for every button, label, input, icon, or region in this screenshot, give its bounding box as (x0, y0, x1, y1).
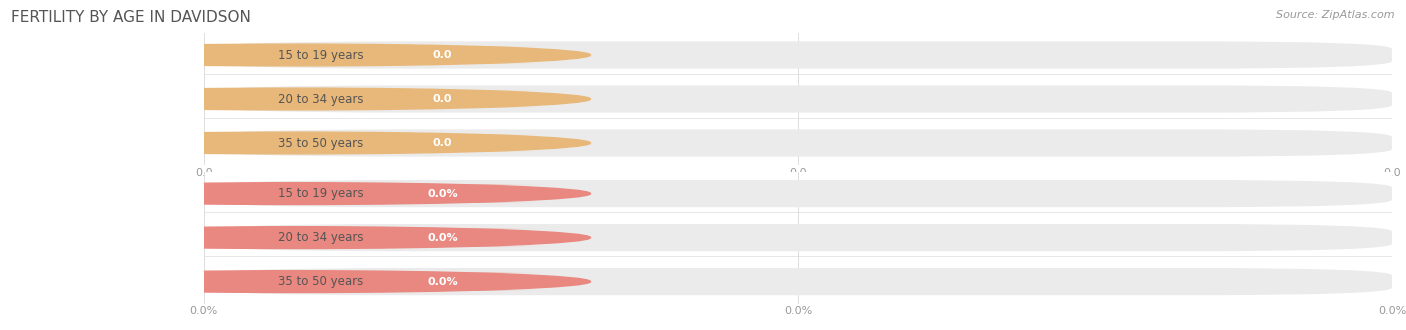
Text: 35 to 50 years: 35 to 50 years (278, 137, 363, 149)
Text: 0.0%: 0.0% (427, 189, 458, 199)
FancyBboxPatch shape (204, 180, 1392, 207)
Text: 15 to 19 years: 15 to 19 years (278, 187, 363, 200)
Text: 20 to 34 years: 20 to 34 years (278, 231, 363, 244)
FancyBboxPatch shape (339, 134, 546, 152)
Circle shape (1, 132, 591, 154)
FancyBboxPatch shape (204, 129, 1392, 157)
Text: 0.0: 0.0 (433, 94, 453, 104)
Circle shape (1, 88, 591, 110)
Text: 0.0: 0.0 (433, 138, 453, 148)
Text: 20 to 34 years: 20 to 34 years (278, 92, 363, 106)
Text: FERTILITY BY AGE IN DAVIDSON: FERTILITY BY AGE IN DAVIDSON (11, 10, 252, 25)
FancyBboxPatch shape (208, 88, 409, 110)
Circle shape (1, 271, 591, 292)
Text: 0.0: 0.0 (433, 50, 453, 60)
FancyBboxPatch shape (339, 46, 546, 64)
Text: 0.0%: 0.0% (427, 277, 458, 286)
FancyBboxPatch shape (204, 224, 1392, 251)
FancyBboxPatch shape (208, 44, 409, 66)
FancyBboxPatch shape (208, 182, 409, 205)
Text: 0.0%: 0.0% (427, 233, 458, 243)
FancyBboxPatch shape (208, 270, 409, 293)
Circle shape (1, 44, 591, 66)
FancyBboxPatch shape (204, 268, 1392, 295)
Text: 15 to 19 years: 15 to 19 years (278, 49, 363, 61)
FancyBboxPatch shape (208, 132, 409, 154)
Circle shape (1, 227, 591, 248)
FancyBboxPatch shape (339, 90, 546, 108)
FancyBboxPatch shape (208, 226, 409, 249)
FancyBboxPatch shape (204, 41, 1392, 69)
FancyBboxPatch shape (339, 229, 546, 247)
FancyBboxPatch shape (204, 85, 1392, 113)
FancyBboxPatch shape (339, 185, 546, 203)
Text: Source: ZipAtlas.com: Source: ZipAtlas.com (1277, 10, 1395, 20)
Text: 35 to 50 years: 35 to 50 years (278, 275, 363, 288)
Circle shape (1, 183, 591, 205)
FancyBboxPatch shape (339, 273, 546, 290)
